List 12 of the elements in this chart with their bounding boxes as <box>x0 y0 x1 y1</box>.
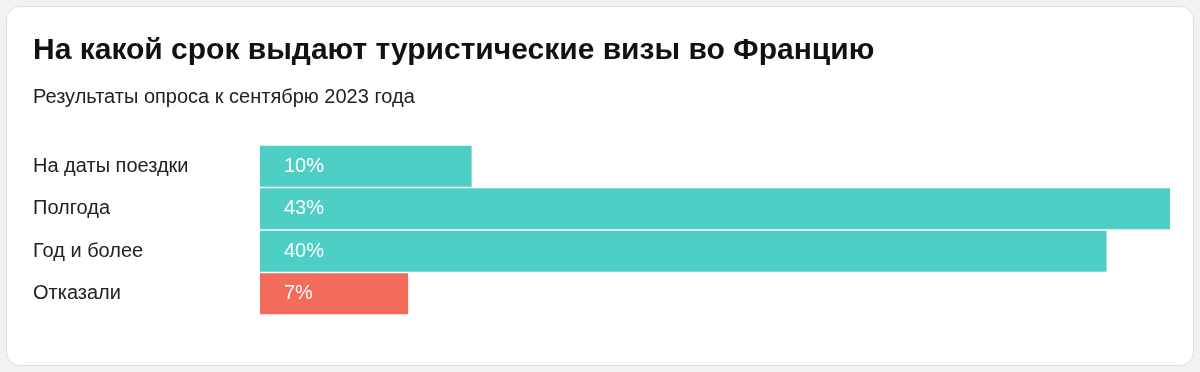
bar <box>260 273 409 315</box>
bar <box>260 230 1107 272</box>
y-tick-label: Полгода <box>33 196 111 219</box>
data-label: 7% <box>284 281 314 304</box>
chart-title: На какой срок выдают туристические визы во Францию <box>33 32 875 66</box>
data-label: 10% <box>284 153 325 176</box>
data-label: 40% <box>284 238 325 261</box>
y-tick-label: Отказали <box>33 281 121 304</box>
y-tick-label: На даты поездки <box>33 153 189 176</box>
data-label: 43% <box>284 196 325 219</box>
chart-subtitle: Результаты опроса к сентябрю 2023 года <box>33 85 415 108</box>
y-tick-label: Год и более <box>33 238 144 261</box>
